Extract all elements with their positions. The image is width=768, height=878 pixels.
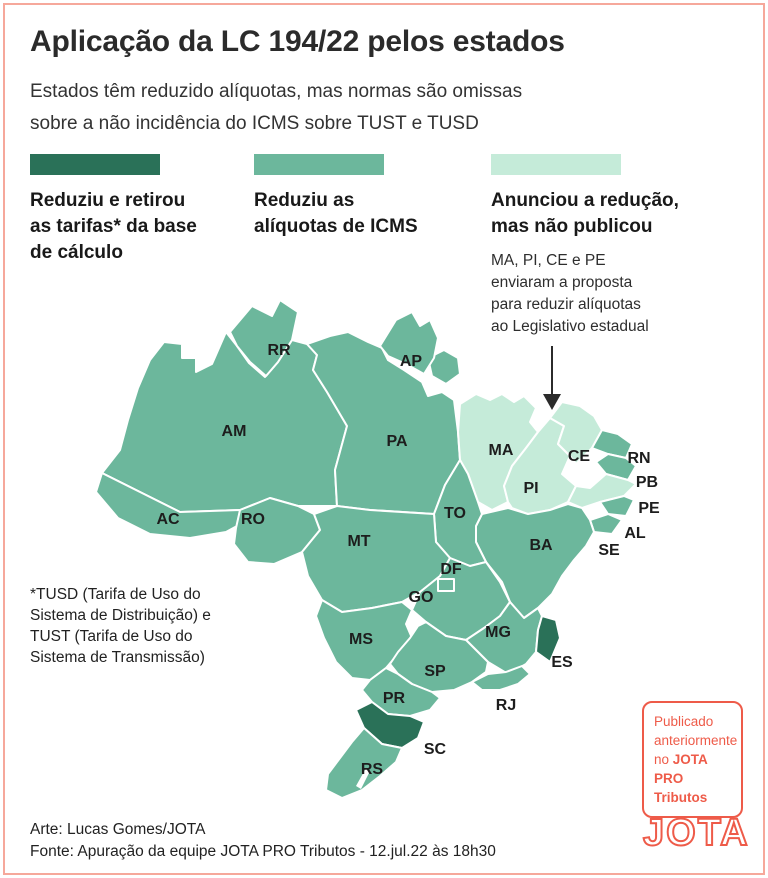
state-label-pa: PA xyxy=(386,433,407,450)
state-am xyxy=(101,331,348,513)
legend-swatch-dark-green xyxy=(30,154,160,175)
water-inlet xyxy=(356,768,370,789)
legend-item-removed: Reduziu e retirou as tarifas* da base de… xyxy=(30,154,245,266)
state-label-pb: PB xyxy=(636,474,658,491)
state-label-ba: BA xyxy=(529,537,553,554)
state-label-pr: PR xyxy=(383,690,406,707)
jota-logo: JOTA xyxy=(642,811,750,855)
state-label-mt: MT xyxy=(347,533,370,550)
state-pr xyxy=(361,667,441,717)
state-label-pi: PI xyxy=(523,480,538,497)
legend-item-announced: Anunciou a redução, mas não publicou MA,… xyxy=(491,154,731,338)
annotation-arrow-head xyxy=(543,394,561,410)
page-title: Aplicação da LC 194/22 pelos estados xyxy=(30,25,565,58)
badge-line-1: Publicado xyxy=(654,714,714,729)
state-label-sc: SC xyxy=(424,741,447,758)
state-df xyxy=(437,578,455,592)
badge-line-3: no JOTA PRO xyxy=(654,752,708,786)
state-se xyxy=(589,513,623,535)
legend-label-reduced: Reduziu as alíquotas de ICMS xyxy=(254,190,418,237)
state-label-am: AM xyxy=(222,423,247,440)
state-label-rr: RR xyxy=(267,342,291,359)
state-label-ma: MA xyxy=(489,442,514,459)
state-label-pe: PE xyxy=(638,500,660,517)
subtitle-line-1: Estados têm reduzido alíquotas, mas norm… xyxy=(30,81,523,102)
state-label-ac: AC xyxy=(156,511,180,528)
state-area xyxy=(427,349,461,385)
state-rr xyxy=(229,300,299,377)
state-mt xyxy=(301,505,451,613)
legend-swatch-light-green xyxy=(491,154,621,175)
state-label-rn: RN xyxy=(627,450,650,467)
state-label-rs: RS xyxy=(361,761,384,778)
credit-source: Fonte: Apuração da equipe JOTA PRO Tribu… xyxy=(30,843,496,860)
state-label-se: SE xyxy=(598,542,620,559)
state-rj xyxy=(471,665,531,691)
state-label-to: TO xyxy=(444,505,466,522)
subtitle-line-2: sobre a não incidência do ICMS sobre TUS… xyxy=(30,113,479,134)
legend-swatch-medium-green xyxy=(254,154,384,175)
tusd-tust-footnote: *TUSD (Tarifa de Uso do Sistema de Distr… xyxy=(30,586,211,666)
state-es xyxy=(535,615,561,663)
badge-line-2: anteriormente xyxy=(654,733,738,748)
page-subtitle: Estados têm reduzido alíquotas, mas norm… xyxy=(30,76,522,140)
published-before-badge: Publicado anteriormente no JOTA PRO Trib… xyxy=(642,701,743,818)
credit-art: Arte: Lucas Gomes/JOTA xyxy=(30,821,206,838)
legend-note-announced: MA, PI, CE e PE enviaram a proposta para… xyxy=(491,252,649,335)
state-label-go: GO xyxy=(409,589,434,606)
legend-label-announced: Anunciou a redução, mas não publicou xyxy=(491,190,679,237)
legend-item-reduced: Reduziu as alíquotas de ICMS xyxy=(254,154,479,240)
state-label-ms: MS xyxy=(349,631,373,648)
state-label-ro: RO xyxy=(241,511,265,528)
credits: Arte: Lucas Gomes/JOTA Fonte: Apuração d… xyxy=(30,819,496,863)
state-label-ce: CE xyxy=(568,448,591,465)
state-rs xyxy=(325,727,403,799)
state-ac xyxy=(95,472,249,539)
state-label-ap: AP xyxy=(400,353,423,370)
state-label-mg: MG xyxy=(485,624,511,641)
state-label-es: ES xyxy=(551,654,573,671)
state-ap xyxy=(379,311,439,375)
state-label-rj: RJ xyxy=(496,697,516,714)
state-al xyxy=(599,495,635,517)
state-label-sp: SP xyxy=(424,663,446,680)
badge-line-4: Tributos xyxy=(654,790,708,805)
state-label-df: DF xyxy=(440,561,462,578)
state-label-al: AL xyxy=(624,525,646,542)
legend-label-removed: Reduziu e retirou as tarifas* da base de… xyxy=(30,190,197,263)
